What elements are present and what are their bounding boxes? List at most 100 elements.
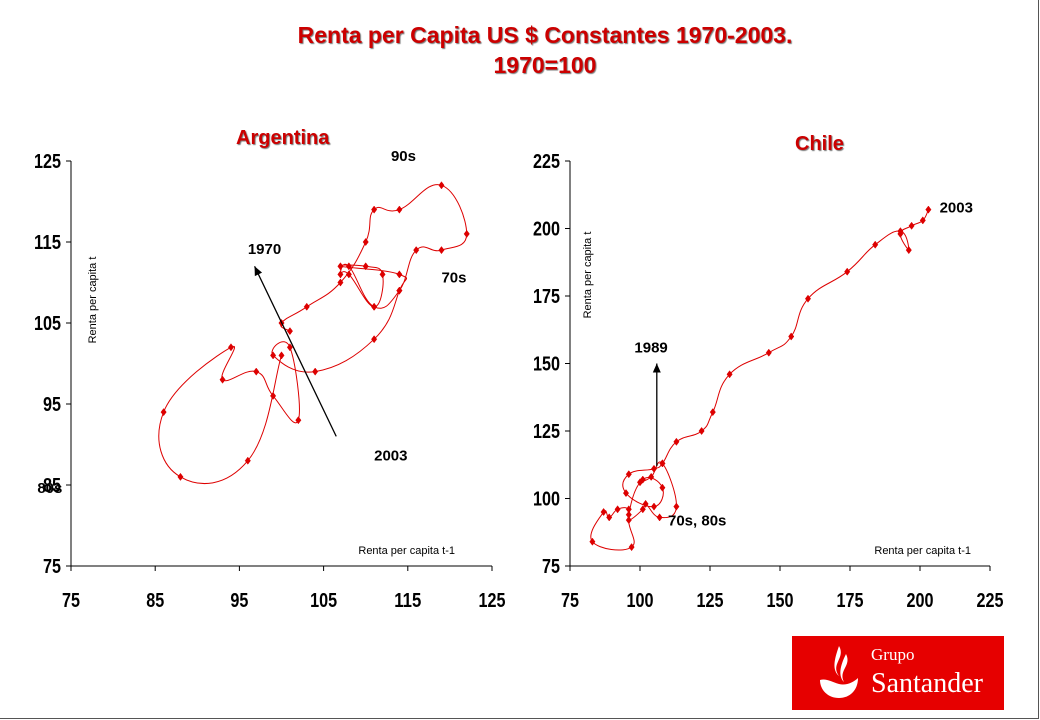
data-point <box>396 205 403 214</box>
slide-title: Renta per Capita US $ Constantes 1970-20… <box>297 22 793 48</box>
arrow-head <box>652 363 661 373</box>
y-tick-label: 150 <box>533 354 560 376</box>
data-point <box>371 302 378 311</box>
data-point <box>698 426 705 436</box>
y-tick-label: 175 <box>533 286 560 308</box>
data-point <box>804 294 812 303</box>
data-point <box>659 459 666 468</box>
data-point <box>337 262 344 271</box>
data-point <box>371 205 378 214</box>
data-point <box>303 302 310 311</box>
y-tick-label: 100 <box>533 489 560 511</box>
flame-icon <box>820 646 858 698</box>
y-tick-label: 225 <box>533 151 560 173</box>
annotation-label: 1970 <box>248 241 281 258</box>
data-point <box>270 391 277 400</box>
x-tick-label: 125 <box>697 590 724 612</box>
slide-subtitle: 1970=100 <box>493 52 597 78</box>
data-point <box>345 262 352 271</box>
y-tick-label: 105 <box>34 313 61 335</box>
series-line <box>590 209 929 551</box>
data-point <box>925 205 932 214</box>
data-point <box>650 502 658 511</box>
data-point <box>438 181 445 190</box>
data-point <box>463 229 470 238</box>
x-tick-label: 125 <box>479 590 506 612</box>
x-axis-title: Renta per capita t-1 <box>358 545 455 557</box>
data-point <box>639 475 646 484</box>
data-point <box>312 367 319 376</box>
x-axis-title: Renta per capita t-1 <box>874 545 971 557</box>
data-point <box>337 270 344 279</box>
data-point <box>589 537 596 546</box>
data-point <box>872 240 879 249</box>
chart-title-argentina: Argentina <box>236 127 330 149</box>
y-tick-label: 200 <box>533 219 560 241</box>
annotation-label: 80s <box>37 480 62 497</box>
data-point <box>337 278 344 287</box>
annotation-label: 1989 <box>634 340 667 357</box>
data-point <box>844 267 851 276</box>
data-point <box>614 505 621 514</box>
data-point <box>897 229 904 238</box>
data-point <box>345 270 352 279</box>
data-point <box>642 499 649 508</box>
annotation-label: 2003 <box>374 448 407 465</box>
y-tick-label: 115 <box>34 232 61 254</box>
x-tick-label: 115 <box>394 590 421 612</box>
data-point <box>396 286 403 295</box>
data-point <box>628 543 635 552</box>
data-point <box>650 464 658 473</box>
data-point <box>371 335 378 344</box>
data-point <box>726 370 733 379</box>
x-tick-label: 225 <box>977 590 1004 612</box>
data-point <box>270 351 277 360</box>
x-tick-label: 85 <box>146 590 164 612</box>
data-point <box>278 351 285 360</box>
data-point <box>362 262 369 271</box>
annotation-label: 70s <box>441 270 466 287</box>
data-point <box>227 343 234 352</box>
data-point <box>673 437 680 446</box>
y-tick-label: 125 <box>533 421 560 443</box>
santander-logo: Grupo Santander <box>792 636 1004 710</box>
logo-word-grupo: Grupo <box>871 645 915 664</box>
x-tick-label: 150 <box>767 590 794 612</box>
x-tick-label: 100 <box>627 590 654 612</box>
chart-title-chile: Chile <box>795 133 844 155</box>
data-point <box>905 246 912 255</box>
y-tick-label: 75 <box>43 556 61 578</box>
data-point <box>244 456 251 465</box>
annotation-label: 70s, 80s <box>668 513 726 530</box>
x-tick-label: 105 <box>310 590 337 612</box>
x-tick-label: 95 <box>230 590 248 612</box>
data-point <box>622 489 630 498</box>
y-tick-label: 75 <box>542 556 560 578</box>
x-tick-label: 200 <box>907 590 934 612</box>
x-tick-label: 75 <box>62 590 80 612</box>
y-axis-title: Renta per capita t <box>87 257 99 344</box>
data-point <box>648 472 655 481</box>
data-point <box>606 513 613 522</box>
data-point <box>253 367 260 376</box>
arrow-head <box>254 266 263 277</box>
x-tick-label: 175 <box>837 590 864 612</box>
data-point <box>438 246 445 255</box>
data-point <box>379 270 386 279</box>
data-point <box>625 470 632 479</box>
data-point <box>219 375 226 384</box>
data-point <box>788 332 795 341</box>
data-point <box>286 327 293 336</box>
annotation-label: 2003 <box>940 199 973 216</box>
y-tick-label: 85 <box>43 475 61 497</box>
arrow-line <box>253 266 337 437</box>
data-point <box>413 246 420 255</box>
data-point <box>639 505 646 514</box>
y-axis-title: Renta per capita t <box>582 232 594 319</box>
data-point <box>396 270 403 279</box>
annotation-label: 90s <box>391 148 416 165</box>
data-point <box>709 408 716 417</box>
